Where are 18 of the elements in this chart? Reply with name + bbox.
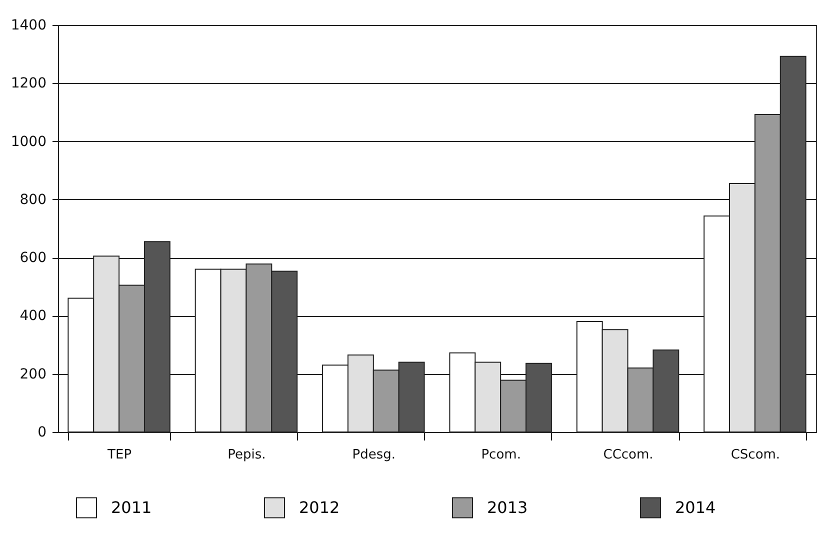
x-tick-label: Pdesg. [352,448,396,462]
y-tick-label: 200 [20,366,46,382]
x-tick-label: Pepis. [228,448,266,462]
legend-label: 2012 [299,498,340,517]
y-tick-label: 1200 [10,76,46,92]
x-tick-label: CScom. [730,448,780,462]
legend-label: 2013 [487,498,528,517]
y-tick-label: 0 [38,424,46,440]
x-tick-label: TEP [106,448,132,462]
y-tick-label: 1000 [10,134,46,150]
y-tick-label: 400 [20,308,46,324]
y-tick-label: 600 [20,250,46,266]
legend-label: 2014 [675,498,716,517]
y-tick-label: 800 [20,192,46,208]
legend-label: 2011 [111,498,152,517]
y-tick-label: 1400 [10,18,46,34]
x-tick-label: Pcom. [481,448,521,462]
x-tick-label: CCcom. [603,448,654,462]
